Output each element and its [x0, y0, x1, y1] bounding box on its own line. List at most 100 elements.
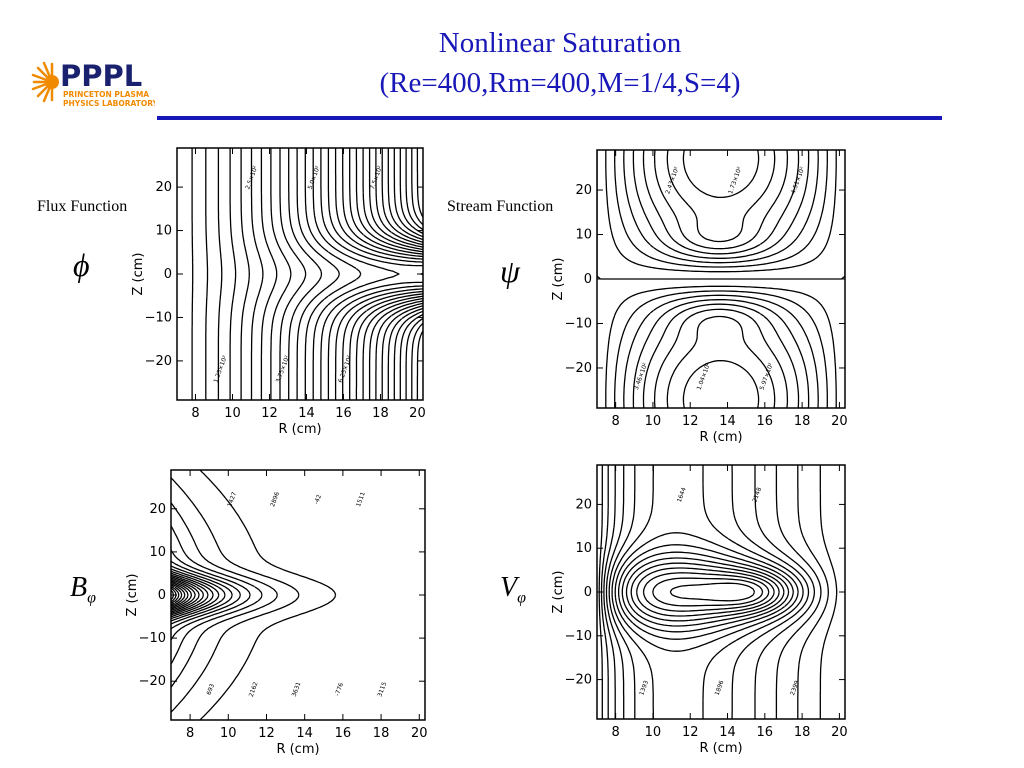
x-tick-label: 20	[831, 725, 848, 740]
contour-label: 3115	[376, 681, 388, 698]
contour-level	[682, 359, 760, 408]
contour-level	[375, 148, 423, 400]
x-tick-label: 10	[645, 414, 662, 429]
y-tick-label: 0	[584, 585, 592, 600]
b-phi-plot: 8 10 12 14 16 18 20 −20 −10 0 10 20 R (cm) Z (cm) 693 1…	[125, 469, 428, 757]
y-tick-label: −10	[565, 316, 592, 331]
y-tick-label: −10	[565, 629, 592, 644]
contour-label: 3631	[291, 681, 303, 698]
contour-level	[288, 148, 323, 400]
contour-label: 1427	[226, 491, 238, 508]
contour-label: 6.25×10²	[337, 354, 354, 384]
flux-function-plot: 8 10 12 14 16 18 20 −20 −10 0 10 20 R (cm) Z (cm) 1.25…	[131, 147, 426, 437]
contour-label: 2.5×10²	[244, 164, 259, 190]
x-tick-label: 12	[261, 406, 278, 421]
x-tick-label: 8	[612, 414, 620, 429]
contour-label: 2.43×10²	[664, 165, 681, 195]
contour-level	[393, 148, 423, 400]
contour-level	[405, 148, 423, 400]
y-tick-label: 20	[155, 180, 172, 195]
contour-label: 693	[206, 683, 217, 696]
contour-level	[191, 148, 194, 400]
contour-level	[260, 148, 278, 400]
flux-function-label: Flux Function	[37, 198, 128, 215]
x-tick-label: 16	[335, 726, 352, 741]
contour-level	[597, 150, 845, 280]
contour-label: 5.97×10²	[759, 361, 776, 391]
contour-level	[171, 477, 300, 713]
contour-label: 1896	[714, 679, 726, 696]
v-phi-letter: V	[500, 572, 518, 603]
contour-level	[342, 148, 423, 400]
contour-level	[652, 577, 764, 607]
x-tick-label: 20	[831, 414, 848, 429]
contour-level	[630, 562, 780, 622]
x-tick-label: 20	[411, 726, 428, 741]
contour-label: -42	[313, 494, 323, 506]
y-tick-label: −20	[139, 674, 166, 689]
contour-level	[625, 557, 785, 627]
x-tick-label: 10	[645, 725, 662, 740]
contour-level	[617, 544, 794, 640]
contour-label: 5.0×10²	[307, 164, 322, 190]
contour-level	[171, 584, 183, 606]
title-rule	[157, 116, 942, 120]
x-tick-label: 18	[373, 726, 390, 741]
phi-symbol: ϕ	[73, 247, 90, 283]
contour-level	[349, 148, 423, 400]
contour-level	[171, 570, 220, 620]
contour-level	[623, 150, 819, 264]
contour-level	[381, 148, 423, 400]
y-tick-label: 10	[575, 541, 592, 556]
y-axis-label: Z (cm)	[131, 253, 146, 296]
contour-level	[614, 150, 828, 268]
v-phi-symbol: Vφ	[500, 572, 526, 608]
x-tick-label: 10	[220, 726, 237, 741]
slide-title: Nonlinear Saturation	[438, 27, 682, 59]
x-tick-label: 18	[372, 406, 389, 421]
plot-frame	[176, 147, 424, 401]
psi-symbol: ψ	[500, 253, 520, 289]
contour-level	[608, 465, 810, 719]
contour-label: 2162	[248, 681, 260, 698]
x-tick-label: 8	[612, 725, 620, 740]
contour-level	[605, 465, 816, 719]
x-tick-label: 18	[794, 414, 811, 429]
contour-level	[171, 581, 189, 609]
contour-level	[614, 290, 828, 408]
x-tick-label: 8	[186, 726, 194, 741]
x-tick-label: 18	[794, 725, 811, 740]
y-tick-label: 0	[584, 272, 592, 287]
contour-level	[399, 148, 423, 400]
contour-level	[611, 465, 804, 719]
contour-lines	[597, 150, 845, 408]
y-axis-label: Z (cm)	[551, 571, 566, 614]
contour-label: 4.51×10²	[790, 165, 807, 195]
contour-label: 1393	[638, 679, 650, 696]
contour-lines	[171, 470, 337, 720]
x-tick-label: 12	[258, 726, 275, 741]
x-tick-label: 12	[682, 725, 699, 740]
contour-level	[623, 294, 819, 408]
x-tick-label: 16	[757, 414, 774, 429]
y-tick-label: −20	[565, 673, 592, 688]
logo-line1: PRINCETON PLASMA	[63, 90, 149, 99]
contour-label: 2896	[269, 491, 281, 508]
contour-label: 1644	[676, 486, 688, 503]
x-tick-label: 14	[719, 725, 736, 740]
y-tick-label: 20	[575, 183, 592, 198]
contour-level	[636, 567, 775, 617]
x-tick-label: 14	[296, 726, 313, 741]
contour-level	[205, 148, 209, 400]
stream-function-label: Stream Function	[447, 198, 554, 215]
x-tick-label: 20	[409, 406, 426, 421]
contour-level	[171, 575, 205, 615]
y-tick-label: −20	[565, 361, 592, 376]
contour-level	[171, 572, 214, 618]
y-tick-label: 20	[149, 502, 166, 517]
contour-level	[614, 532, 799, 652]
contour-level	[250, 148, 264, 400]
contour-level	[621, 551, 790, 633]
contour-level	[605, 285, 837, 408]
x-tick-label: 14	[298, 406, 315, 421]
